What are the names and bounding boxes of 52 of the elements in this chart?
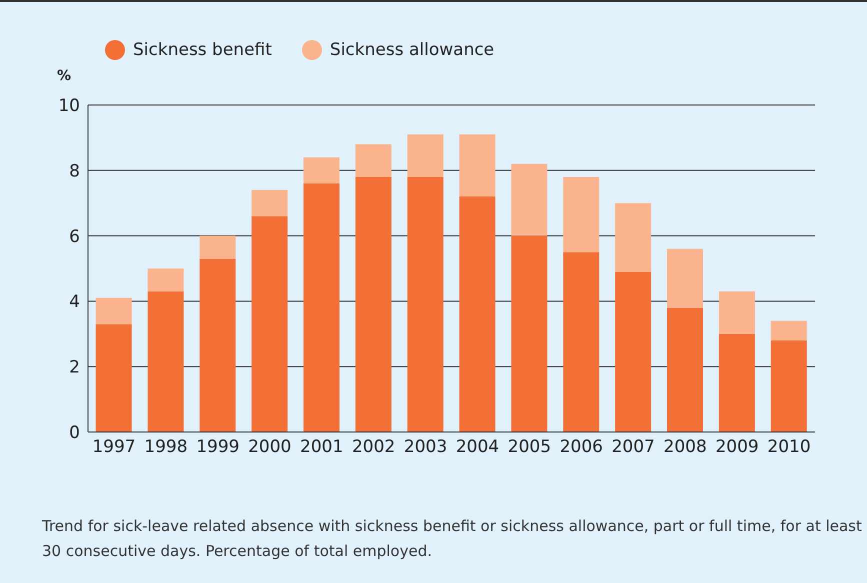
x-tick-label: 2004 [456, 437, 500, 458]
y-tick-label: 2 [69, 358, 80, 378]
bar [148, 268, 184, 292]
x-tick-label: 2002 [352, 437, 396, 458]
y-axis-title: % [57, 68, 72, 84]
bar [407, 134, 444, 177]
bar [615, 203, 652, 272]
bar [459, 196, 496, 432]
bar [252, 216, 288, 432]
bar [304, 183, 340, 432]
bar [355, 176, 392, 432]
y-tick-label: 10 [58, 96, 80, 116]
y-tick-label: 8 [69, 161, 80, 182]
bar [200, 258, 236, 432]
x-tick-label: 1999 [196, 437, 240, 458]
x-tick-label: 2008 [664, 437, 707, 458]
bar [718, 334, 755, 432]
bar [96, 324, 132, 432]
bar [459, 134, 496, 197]
bar [667, 308, 704, 432]
bar [407, 176, 444, 432]
x-tick-label: 2005 [508, 437, 552, 458]
y-tick-label: 0 [69, 423, 80, 444]
bar [511, 236, 548, 432]
bar [615, 272, 652, 432]
bar [96, 298, 132, 324]
bar [148, 291, 184, 432]
bar [667, 248, 704, 308]
x-tick-label: 2006 [560, 437, 603, 458]
legend-label: Sickness allowance [330, 40, 494, 60]
y-tick-label: 6 [69, 226, 80, 247]
x-tick-label: 2007 [612, 437, 655, 458]
x-tick-label: 2010 [767, 437, 811, 458]
x-tick-label: 2001 [300, 437, 344, 458]
bar [770, 340, 807, 432]
x-tick-label: 2009 [715, 437, 759, 458]
y-tick-label: 4 [69, 292, 80, 312]
x-tick-label: 1997 [92, 437, 136, 458]
x-tick-label: 2000 [248, 437, 292, 458]
x-tick-label: 1998 [144, 437, 188, 458]
bar [304, 157, 340, 184]
bar [252, 190, 288, 216]
bar [511, 164, 548, 236]
text: Trend for sick-leave related absence with sickness benefit or sickness allowance, part or full time, for at least 30 consecutive days. Percentage of total employed. [42, 516, 862, 562]
legend-label: Sickness benefit [133, 40, 272, 60]
x-tick-label: 2003 [404, 437, 448, 458]
bar [770, 320, 807, 340]
bar [355, 144, 392, 177]
bar [718, 291, 755, 334]
bar [200, 236, 236, 259]
bar [563, 176, 600, 252]
bar [563, 252, 600, 432]
